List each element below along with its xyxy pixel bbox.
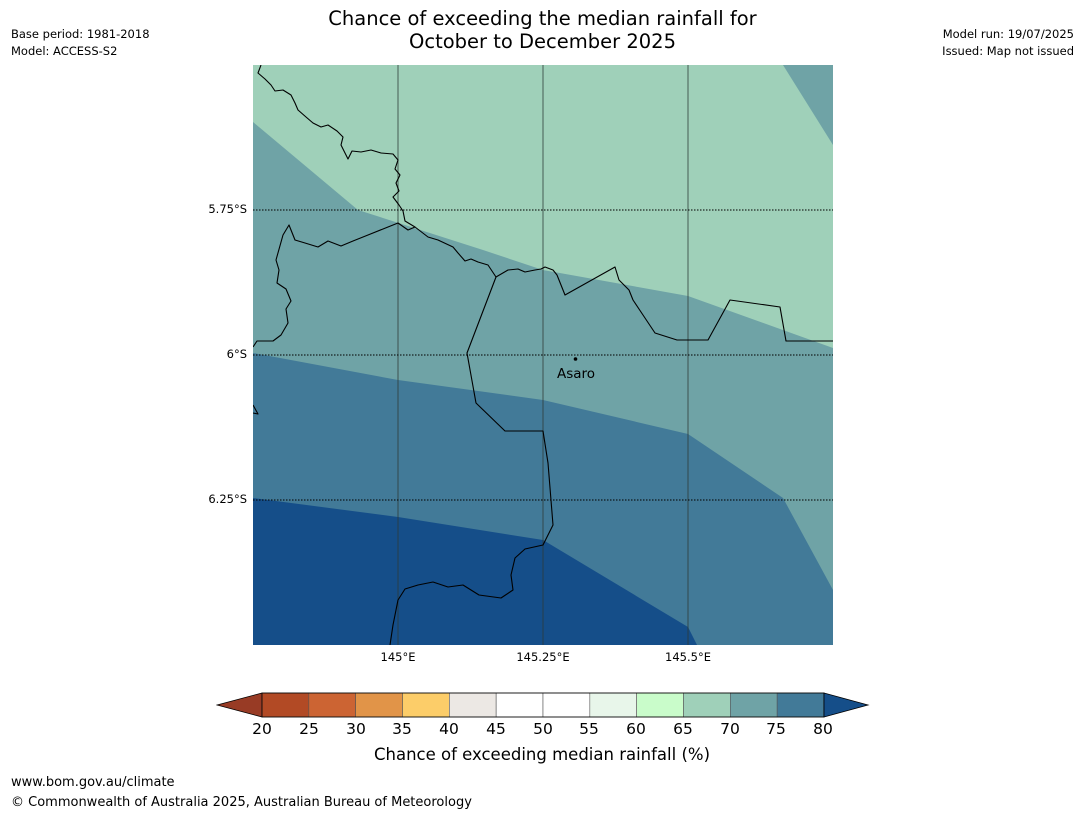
footer-url[interactable]: www.bom.gov.au/climate [11,775,175,790]
colorbar-label: Chance of exceeding median rainfall (%) [373,745,711,764]
colorbar-cell [355,692,403,718]
lat-label-6-25: 6.25°S [208,492,247,506]
colorbar-tick: 80 [813,720,833,738]
colorbar-tick: 30 [346,720,366,738]
colorbar-under-arrow [216,692,263,718]
parallel-lines [253,209,833,501]
map-title: Chance of exceeding the median rainfall … [240,7,845,53]
lon-label-145: 145°E [380,650,416,664]
colorbar-tick: 20 [252,720,272,738]
model-text: Model: ACCESS-S2 [11,44,118,58]
colorbar-cell [449,692,497,718]
colorbar-cell [683,692,731,718]
colorbar-cell [402,692,450,718]
border-west-nub [253,404,259,415]
colorbar-tick: 65 [673,720,693,738]
title-line-2: October to December 2025 [409,30,676,53]
border-north-west [253,65,416,348]
colorbar-cell [308,692,356,718]
lat-label-5-75: 5.75°S [208,202,247,216]
border-ridge [414,226,833,342]
colorbar-cell [730,692,778,718]
colorbar-tick: 35 [392,720,412,738]
base-period-text: Base period: 1981-2018 [11,27,150,41]
colorbar-tick: 25 [299,720,319,738]
colorbar-tick: 45 [486,720,506,738]
province-borders [253,65,833,645]
colorbar-cell [636,692,684,718]
lat-label-6: 6°S [226,347,247,361]
issued-text: Issued: Map not issued [942,44,1074,58]
colorbar-tick: 70 [720,720,740,738]
colorbar-tick: 40 [439,720,459,738]
colorbar-cells [261,692,825,718]
lon-label-145-5: 145.5°E [665,650,711,664]
colorbar-cell [589,692,637,718]
footer-copyright: © Commonwealth of Australia 2025, Austra… [11,795,472,810]
colorbar-cell [542,692,591,718]
colorbar-tick: 55 [579,720,599,738]
map-canvas: Asaro [253,65,833,645]
asaro-label: Asaro [557,366,595,382]
lon-label-145-25: 145.25°E [516,650,570,664]
asaro-marker [573,357,578,361]
colorbar-over-arrow [823,692,870,718]
colorbar-tick: 60 [626,720,646,738]
colorbar-cell [776,692,825,718]
zone-70-75-corner [783,65,833,145]
title-line-1: Chance of exceeding the median rainfall … [328,7,757,30]
map-panel[interactable]: Asaro [253,65,833,645]
meta-left: Base period: 1981-2018 Model: ACCESS-S2 [11,26,150,60]
colorbar-cell [261,692,310,718]
model-run-text: Model run: 19/07/2025 [942,27,1074,41]
colorbar-cell [495,692,544,718]
colorbar [216,692,870,718]
colorbar-tick: 50 [533,720,553,738]
border-central [389,276,554,645]
meta-right: Model run: 19/07/2025 Issued: Map not is… [942,26,1074,60]
colorbar-tick: 75 [766,720,786,738]
